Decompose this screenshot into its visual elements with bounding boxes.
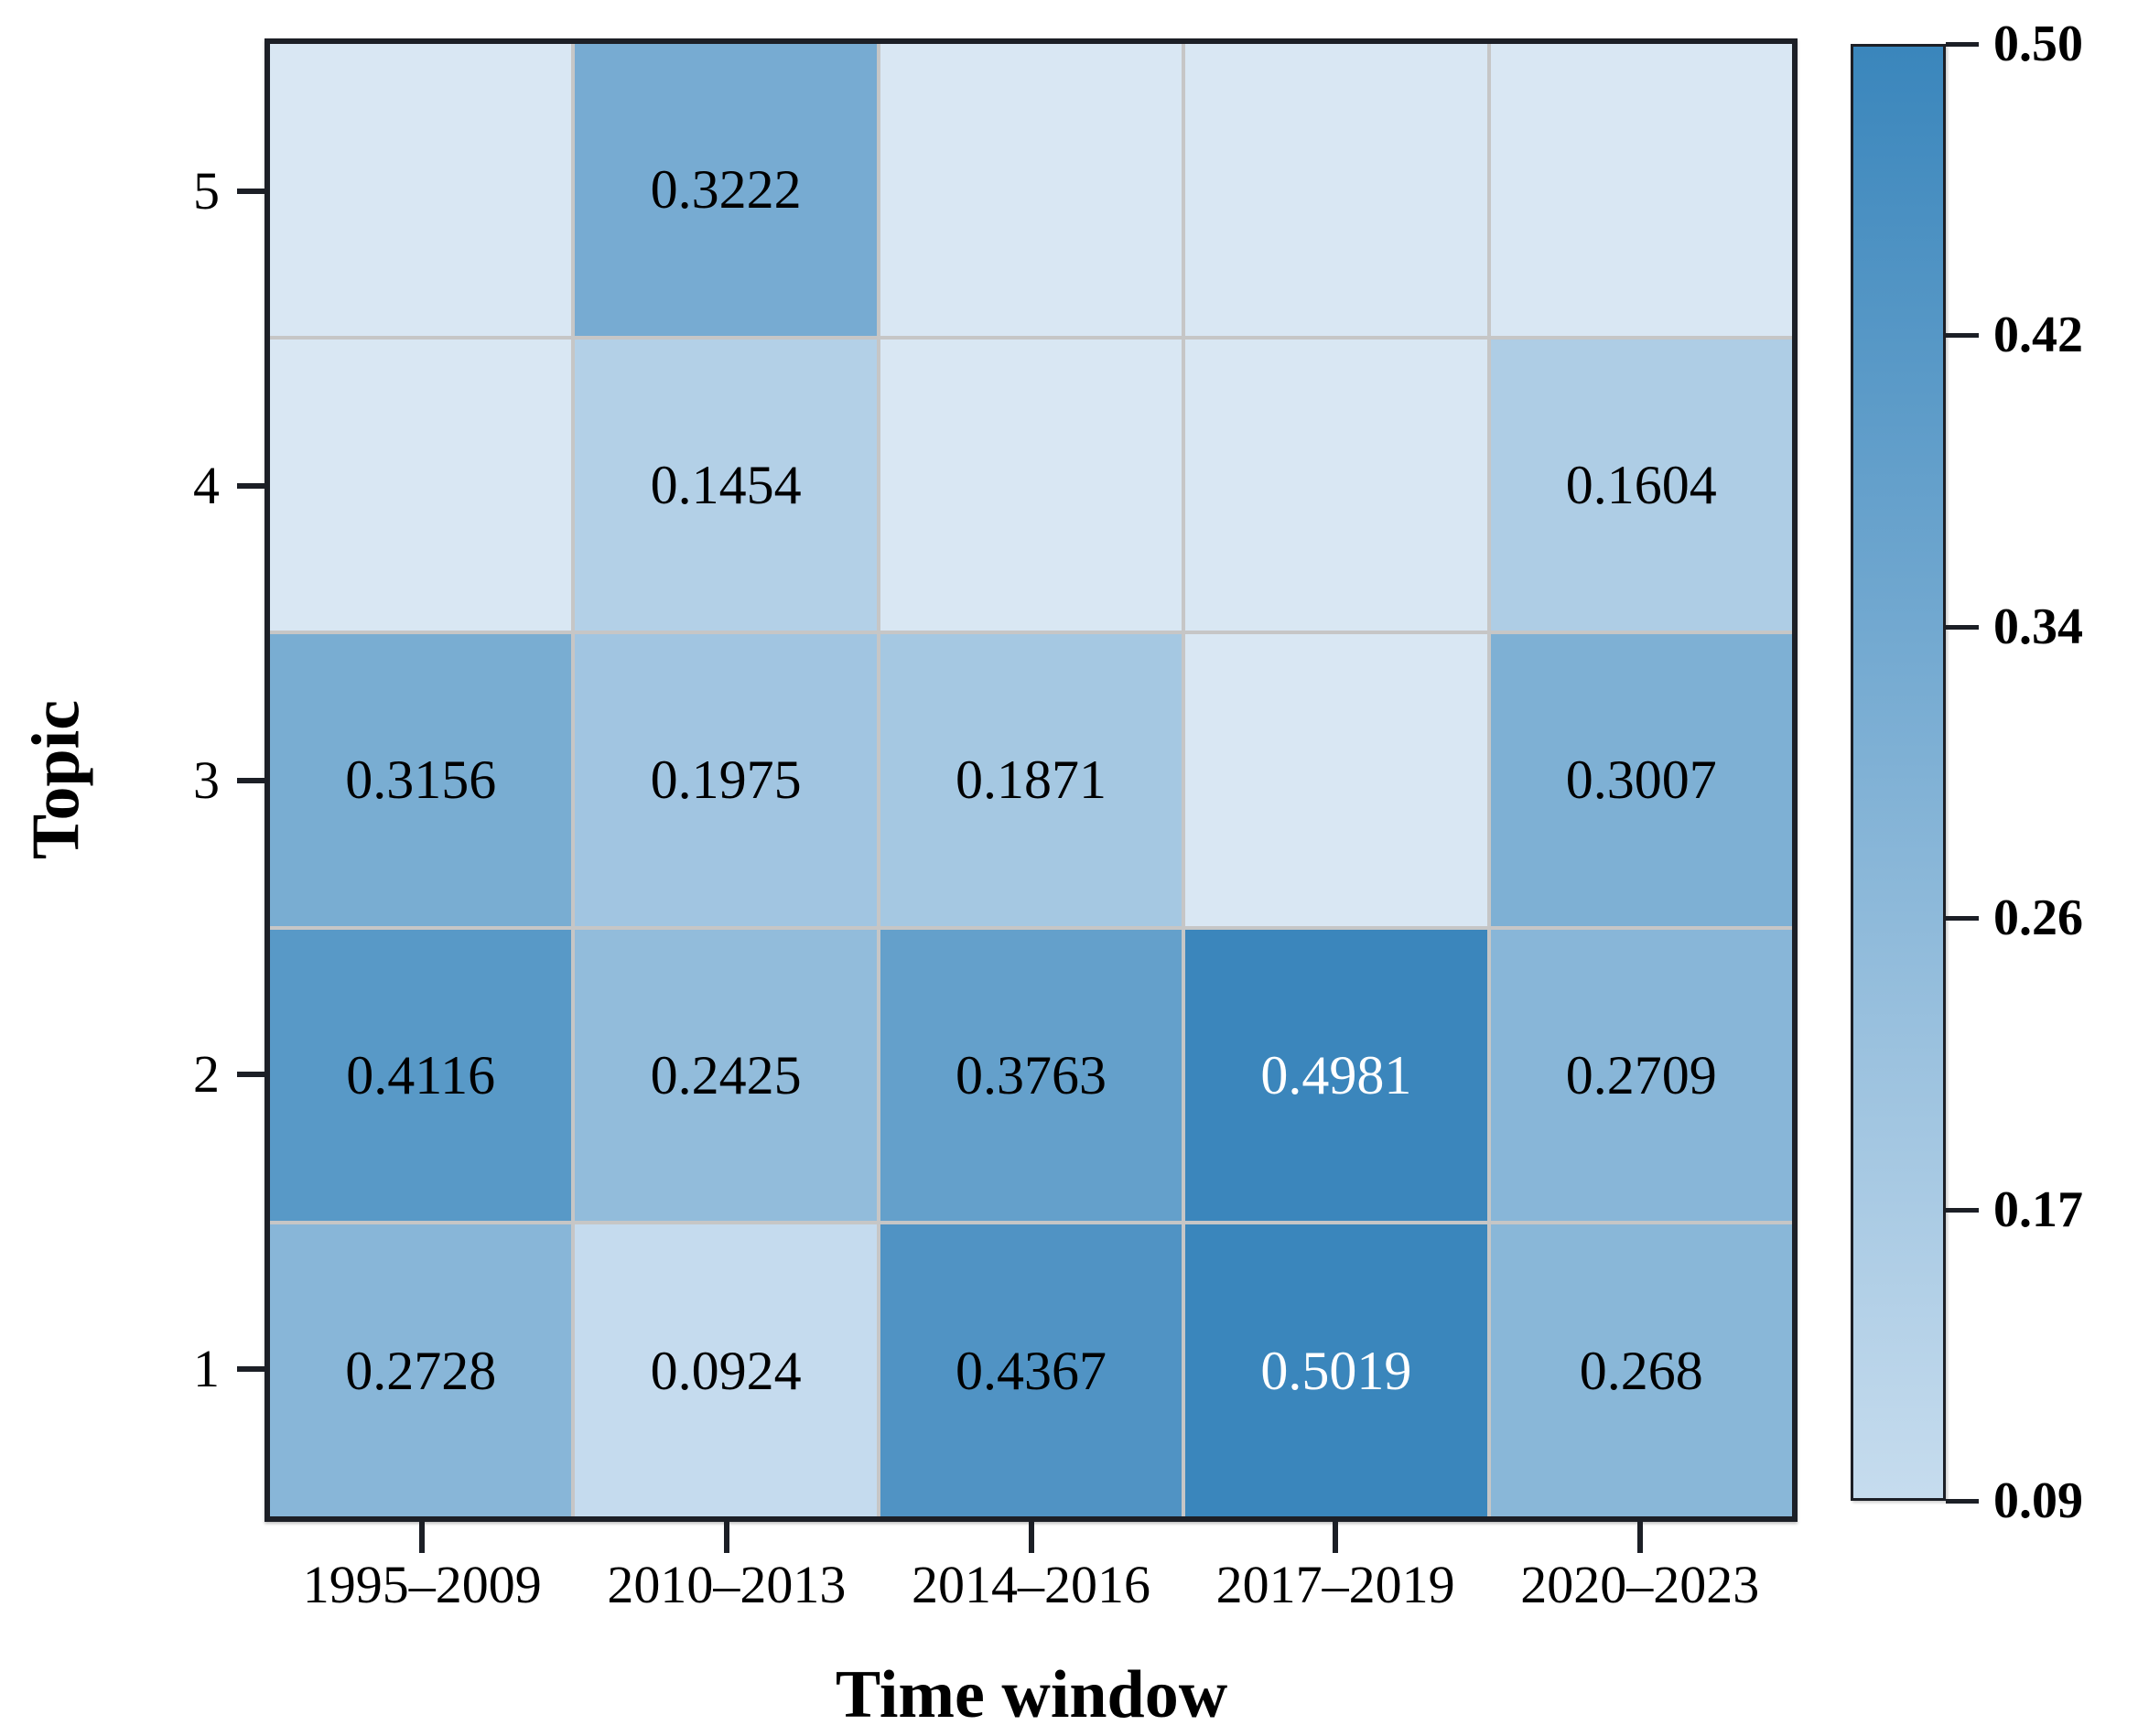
heatmap-cell (1185, 44, 1487, 336)
colorbar-tick-label: 0.42 (1993, 307, 2083, 364)
heatmap-cell: 0.1604 (1490, 339, 1792, 631)
x-tick-mark (723, 1516, 729, 1553)
heatmap-cell: 0.4981 (1185, 929, 1487, 1222)
colorbar (1851, 44, 1946, 1501)
heatmap-cell: 0.1454 (575, 339, 877, 631)
y-axis-tick-label: 3 (193, 749, 220, 810)
y-tick-mark (237, 1072, 270, 1078)
y-tick-mark (237, 1366, 270, 1373)
cell-value-label: 0.3222 (650, 159, 802, 221)
heatmap-cell: 0.3763 (880, 929, 1182, 1222)
cell-value-label: 0.5019 (1260, 1340, 1412, 1401)
x-tick-mark (1333, 1516, 1339, 1553)
y-axis-tick-label: 4 (193, 455, 220, 515)
y-tick-mark (237, 777, 270, 783)
heatmap-cell: 0.1975 (575, 634, 877, 926)
cell-value-label: 0.2709 (1565, 1045, 1717, 1106)
cell-value-label: 0.3763 (955, 1045, 1107, 1106)
y-axis-tick-label: 5 (193, 160, 220, 221)
heatmap-grid: 0.3222 0.1454 0.1604 0.3156 0.1975 0.1871 0.30… (270, 44, 1792, 1516)
cell-value-label: 0.268 (1579, 1340, 1703, 1401)
cell-value-label: 0.1871 (955, 749, 1107, 811)
y-axis-tick-label: 1 (193, 1339, 220, 1399)
colorbar-tick-label: 0.17 (1993, 1181, 2083, 1238)
heatmap-cell: 0.1871 (880, 634, 1182, 926)
colorbar-tick-mark (1946, 42, 1979, 47)
heatmap-cell: 0.3222 (575, 44, 877, 336)
y-axis-title: Topic (18, 699, 94, 860)
heatmap-cell: 0.268 (1490, 1224, 1792, 1516)
heatmap-cell: 0.4367 (880, 1224, 1182, 1516)
cell-value-label: 0.2728 (345, 1340, 497, 1401)
cell-value-label: 0.4981 (1260, 1045, 1412, 1106)
heatmap-cell: 0.5019 (1185, 1224, 1487, 1516)
colorbar-tick-mark (1946, 916, 1979, 922)
x-axis-tick-label: 2017–2019 (1215, 1555, 1455, 1614)
heatmap-cell (1185, 634, 1487, 926)
colorbar-tick-mark (1946, 1499, 1979, 1504)
cell-value-label: 0.1454 (650, 454, 802, 515)
x-tick-mark (419, 1516, 426, 1553)
cell-value-label: 0.2425 (650, 1045, 802, 1106)
heatmap-cell (880, 44, 1182, 336)
heatmap-cell (1490, 44, 1792, 336)
x-tick-mark (1636, 1516, 1643, 1553)
y-tick-mark (237, 188, 270, 194)
cell-value-label: 0.1604 (1565, 454, 1717, 515)
cell-value-label: 0.1975 (650, 749, 802, 811)
heatmap-cell: 0.2728 (270, 1224, 572, 1516)
heatmap-cell: 0.4116 (270, 929, 572, 1222)
cell-value-label: 0.3156 (345, 749, 497, 811)
cell-value-label: 0.4116 (346, 1045, 496, 1106)
heatmap-cell: 0.3007 (1490, 634, 1792, 926)
cell-value-label: 0.0924 (650, 1340, 802, 1401)
x-tick-mark (1028, 1516, 1034, 1553)
y-tick-mark (237, 482, 270, 489)
x-axis-tick-label: 2020–2023 (1520, 1555, 1760, 1614)
x-axis-tick-label: 2010–2013 (607, 1555, 847, 1614)
colorbar-tick-mark (1946, 624, 1979, 630)
heatmap-cell (880, 339, 1182, 631)
heatmap-cell (270, 339, 572, 631)
colorbar-tick-label: 0.34 (1993, 598, 2083, 655)
heatmap-cell: 0.2709 (1490, 929, 1792, 1222)
heatmap-cell: 0.3156 (270, 634, 572, 926)
colorbar-tick-mark (1946, 1207, 1979, 1213)
heatmap-cell (270, 44, 572, 336)
y-axis-tick-label: 2 (193, 1044, 220, 1105)
heatmap-cell: 0.0924 (575, 1224, 877, 1516)
colorbar-tick-label: 0.26 (1993, 890, 2083, 947)
cell-value-label: 0.4367 (955, 1340, 1107, 1401)
cell-value-label: 0.3007 (1565, 749, 1717, 811)
x-axis-tick-label: 1995–2009 (302, 1555, 542, 1614)
colorbar-tick-label: 0.09 (1993, 1472, 2083, 1529)
x-axis-title: Time window (835, 1657, 1228, 1732)
colorbar-tick-label: 0.50 (1993, 16, 2083, 72)
heatmap-cell: 0.2425 (575, 929, 877, 1222)
heatmap-cell (1185, 339, 1487, 631)
x-axis-tick-label: 2014–2016 (912, 1555, 1150, 1614)
colorbar-tick-mark (1946, 333, 1979, 339)
